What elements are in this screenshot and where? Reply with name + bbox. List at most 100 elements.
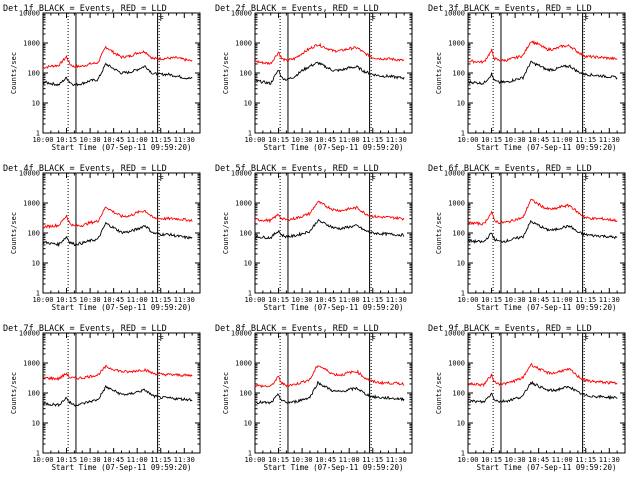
y-tick-label: 1 xyxy=(36,130,40,138)
y-axis-label: Counts/sec xyxy=(435,52,443,94)
chart-title: Det 6f BLACK = Events, RED = LLD xyxy=(428,164,592,174)
x-axis-label: Start Time (07-Sep-11 09:59:20) xyxy=(477,143,617,152)
chart-panel-9: Det 9f BLACK = Events, RED = LLD 1 10 100 10… xyxy=(428,324,626,472)
chart-title: Det 5f BLACK = Events, RED = LLD xyxy=(215,164,379,174)
x-axis-label: Start Time (07-Sep-11 09:59:20) xyxy=(477,463,617,472)
y-tick-label: 10000 xyxy=(444,10,465,18)
y-tick-label: 1 xyxy=(461,130,465,138)
x-axis-label: Start Time (07-Sep-11 09:59:20) xyxy=(477,303,617,312)
x-tick-label: 11:30 xyxy=(599,296,620,304)
series-line-black xyxy=(467,60,618,86)
y-tick-label: 100 xyxy=(239,390,252,398)
series-line-black xyxy=(254,380,405,405)
y-tick-label: 1000 xyxy=(235,40,252,48)
y-tick-label: 10000 xyxy=(444,170,465,178)
y-axis-label: Counts/sec xyxy=(10,52,18,94)
y-axis-label: Counts/sec xyxy=(435,212,443,254)
x-tick-label: 10:45 xyxy=(315,136,336,144)
chart-panel-6: Det 6f BLACK = Events, RED = LLD 1 10 100 10… xyxy=(428,164,626,312)
y-axis-label: Counts/sec xyxy=(222,372,230,414)
x-tick-label: 11:15 xyxy=(362,296,383,304)
y-tick-label: 1 xyxy=(461,290,465,298)
plot-frame xyxy=(42,332,201,454)
x-tick-label: 11:00 xyxy=(127,456,148,464)
series-line-red xyxy=(254,200,405,224)
x-tick-label: 10:15 xyxy=(56,296,77,304)
x-tick-label: 11:15 xyxy=(575,136,596,144)
x-tick-label: 11:00 xyxy=(127,136,148,144)
x-tick-label: 10:30 xyxy=(292,456,313,464)
x-tick-label: 10:00 xyxy=(457,136,478,144)
y-axis-label: Counts/sec xyxy=(10,372,18,414)
x-tick-label: 11:30 xyxy=(386,136,407,144)
series-line-red xyxy=(467,198,618,227)
series-line-red xyxy=(254,365,405,389)
y-axis-label: Counts/sec xyxy=(222,212,230,254)
y-tick-label: 100 xyxy=(27,230,40,238)
x-tick-label: 11:15 xyxy=(362,456,383,464)
x-axis-label: Start Time (07-Sep-11 09:59:20) xyxy=(264,143,404,152)
flag-label: F xyxy=(160,335,164,343)
x-tick-label: 10:15 xyxy=(56,136,77,144)
series-line-red xyxy=(467,362,618,387)
x-tick-label: 10:30 xyxy=(80,456,101,464)
x-tick-label: 10:15 xyxy=(268,456,289,464)
plot-frame xyxy=(42,12,201,134)
y-tick-label: 100 xyxy=(452,230,465,238)
y-tick-label: 10000 xyxy=(231,330,252,338)
x-tick-label: 11:30 xyxy=(386,296,407,304)
chart-panel-1: Det 1f BLACK = Events, RED = LLD 1 10 100 10… xyxy=(3,4,201,152)
x-tick-label: 11:30 xyxy=(174,296,195,304)
chart-panel-3: Det 3f BLACK = Events, RED = LLD 1 10 100 10… xyxy=(428,4,626,152)
x-tick-label: 10:00 xyxy=(244,136,265,144)
y-tick-label: 1 xyxy=(248,290,252,298)
plot-frame xyxy=(254,332,413,454)
y-tick-label: 100 xyxy=(452,390,465,398)
x-tick-label: 11:15 xyxy=(150,296,171,304)
series-line-black xyxy=(42,384,193,408)
x-tick-label: 10:00 xyxy=(244,296,265,304)
series-line-black xyxy=(467,219,618,244)
series-line-black xyxy=(467,380,618,404)
flag-label: F xyxy=(585,175,589,183)
y-tick-label: 10 xyxy=(244,100,252,108)
y-tick-label: 10000 xyxy=(231,170,252,178)
x-tick-label: 10:00 xyxy=(32,296,53,304)
x-tick-label: 11:00 xyxy=(127,296,148,304)
chart-panel-8: Det 8f BLACK = Events, RED = LLD 1 10 100 10… xyxy=(215,324,413,472)
x-axis-label: Start Time (07-Sep-11 09:59:20) xyxy=(52,463,192,472)
x-tick-label: 10:45 xyxy=(315,456,336,464)
x-tick-label: 10:15 xyxy=(481,296,502,304)
x-tick-label: 10:15 xyxy=(268,296,289,304)
x-tick-label: 10:30 xyxy=(505,136,526,144)
y-tick-label: 1 xyxy=(461,450,465,458)
series-line-red xyxy=(42,206,193,229)
x-axis-label: Start Time (07-Sep-11 09:59:20) xyxy=(264,303,404,312)
chart-panel-2: Det 2f BLACK = Events, RED = LLD 1 10 100 10… xyxy=(215,4,413,152)
x-tick-label: 10:00 xyxy=(457,296,478,304)
flag-label: F xyxy=(372,335,376,343)
series-line-red xyxy=(42,45,193,69)
y-tick-label: 1 xyxy=(36,450,40,458)
chart-panel-5: Det 5f BLACK = Events, RED = LLD 1 10 100 10… xyxy=(215,164,413,312)
x-tick-label: 10:45 xyxy=(103,456,124,464)
plot-frame xyxy=(254,172,413,294)
y-tick-label: 10 xyxy=(244,420,252,428)
x-tick-label: 10:45 xyxy=(528,456,549,464)
x-tick-label: 11:30 xyxy=(174,456,195,464)
x-tick-label: 11:00 xyxy=(552,456,573,464)
y-tick-label: 1000 xyxy=(235,360,252,368)
x-tick-label: 10:30 xyxy=(505,296,526,304)
x-tick-label: 10:15 xyxy=(56,456,77,464)
x-tick-label: 10:30 xyxy=(80,136,101,144)
y-tick-label: 100 xyxy=(239,230,252,238)
y-tick-label: 10 xyxy=(244,260,252,268)
y-tick-label: 1000 xyxy=(448,360,465,368)
x-tick-label: 10:00 xyxy=(32,456,53,464)
x-tick-label: 10:00 xyxy=(244,456,265,464)
y-tick-label: 100 xyxy=(239,70,252,78)
y-tick-label: 10 xyxy=(32,420,40,428)
chart-panel-4: Det 4f BLACK = Events, RED = LLD 1 10 100 10… xyxy=(3,164,201,312)
x-axis-label: Start Time (07-Sep-11 09:59:20) xyxy=(264,463,404,472)
